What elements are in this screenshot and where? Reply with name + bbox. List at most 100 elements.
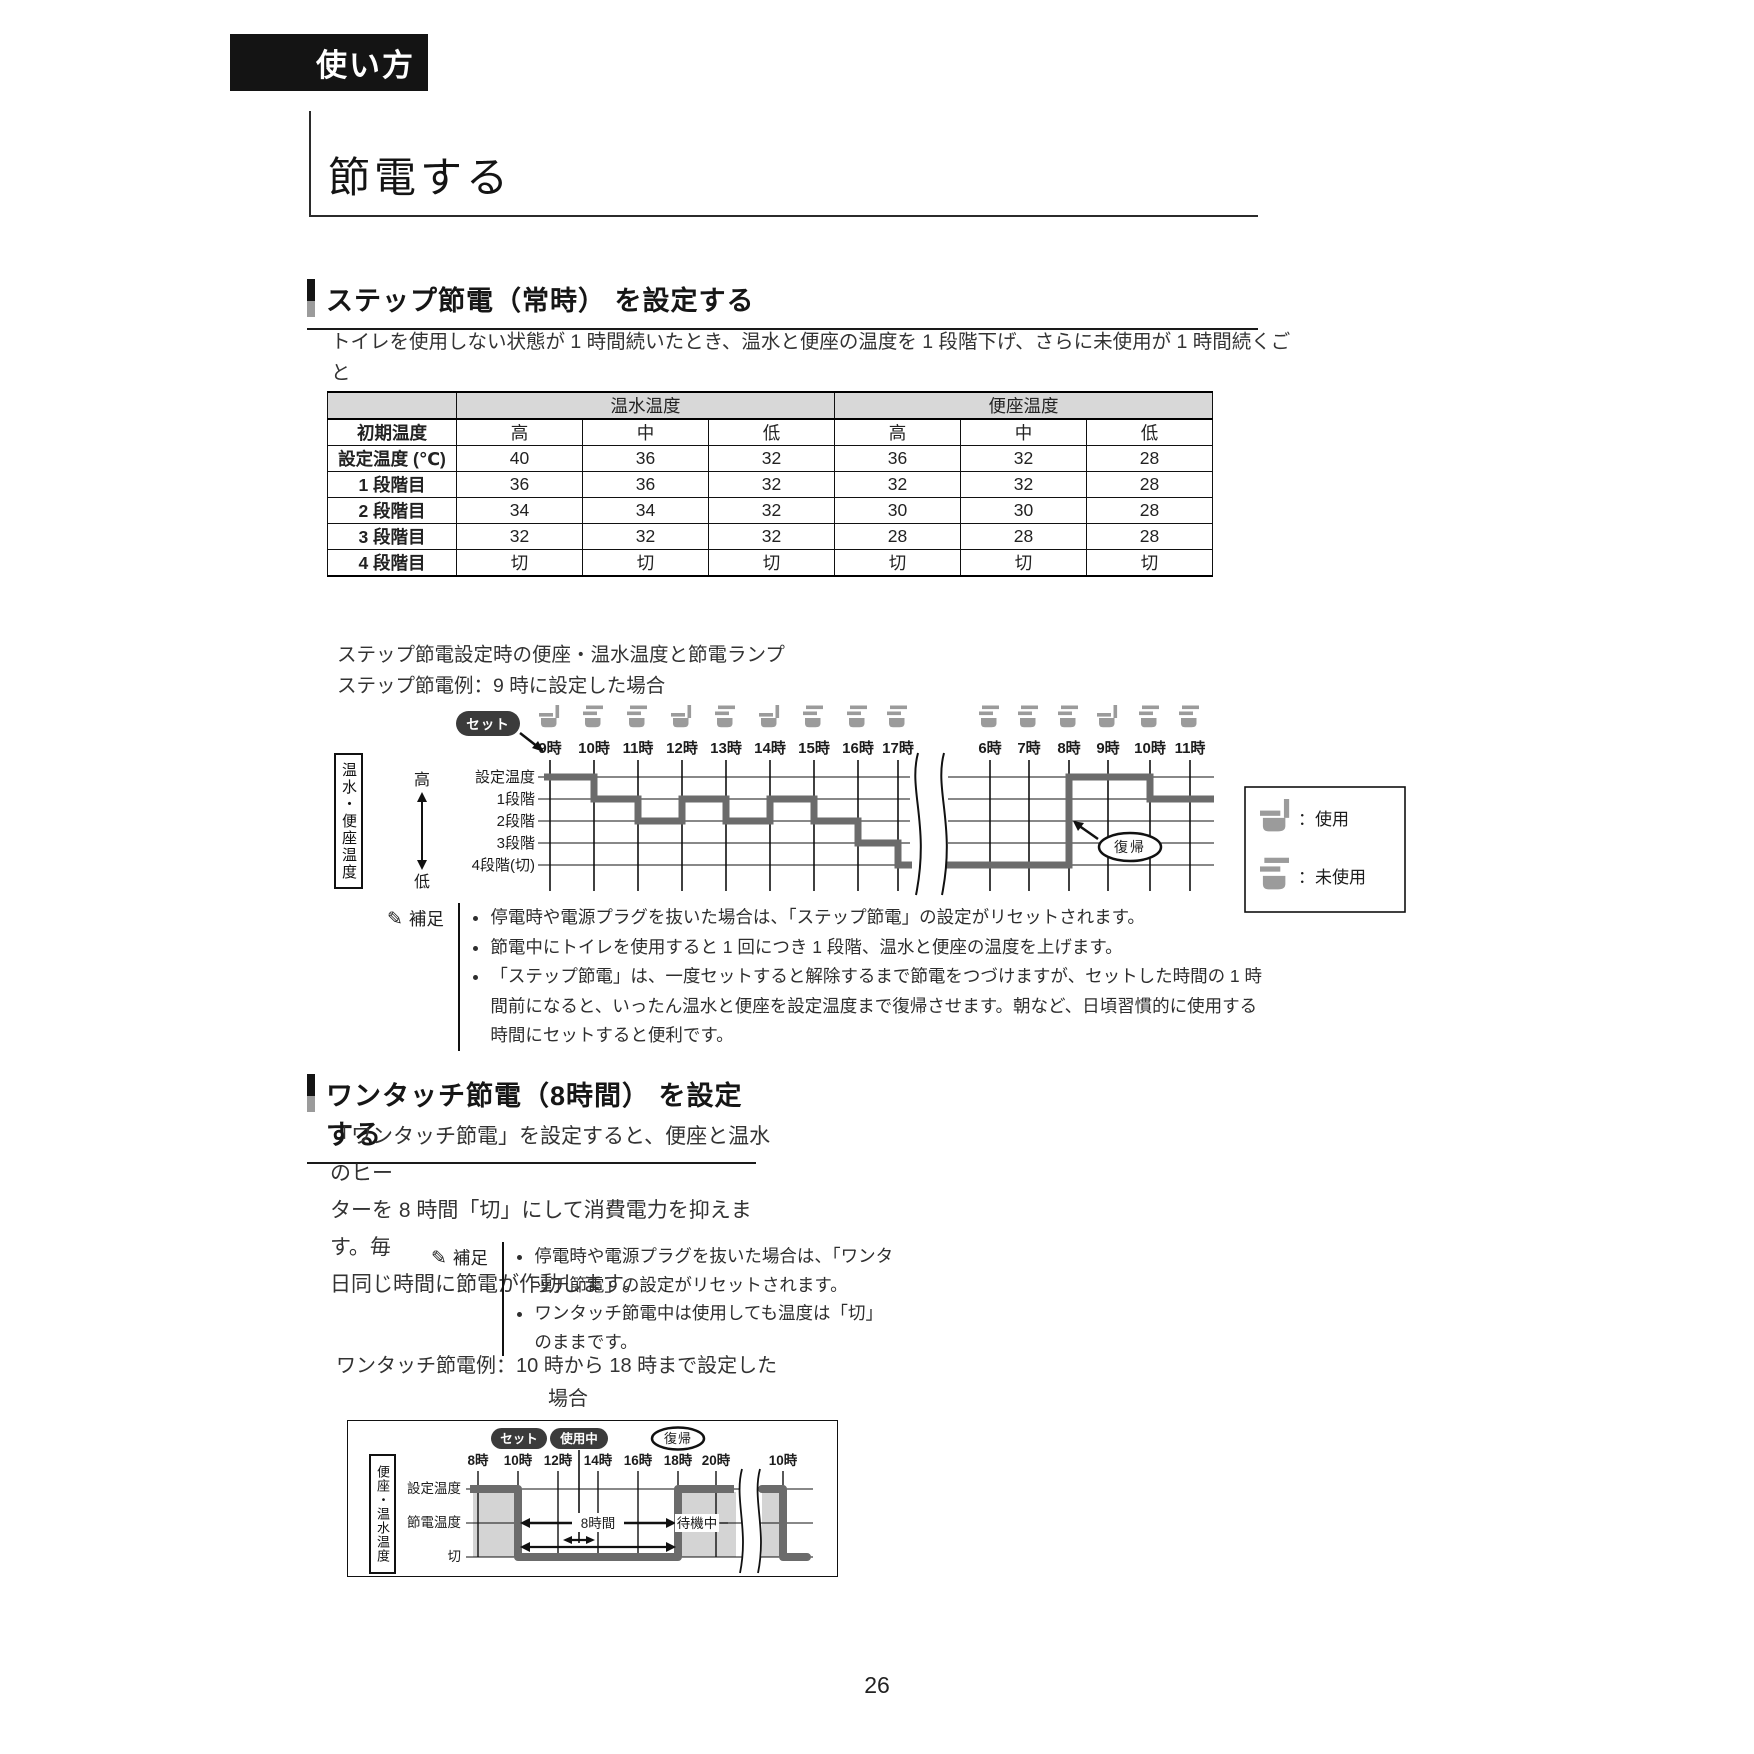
svg-text:12時: 12時 bbox=[666, 739, 698, 757]
svg-text:復帰: 復帰 bbox=[664, 1431, 692, 1446]
cell: 中 bbox=[960, 418, 1087, 446]
cell: 36 bbox=[582, 445, 709, 472]
svg-text:18時: 18時 bbox=[664, 1452, 693, 1468]
legend-unused-label: ：未使用 bbox=[1298, 867, 1366, 887]
section2-heading: ワンタッチ節電（8時間） を設定する bbox=[326, 1081, 743, 1150]
cell: 28 bbox=[1086, 445, 1213, 472]
set-pill: セット bbox=[491, 1428, 547, 1449]
table-row: 3 段階目 32 32 32 28 28 28 bbox=[327, 523, 1213, 550]
category-tab: 使い方 bbox=[230, 34, 428, 91]
cell: 32 bbox=[834, 471, 961, 498]
caption-line: ステップ節電例：9 時に設定した場合 bbox=[337, 675, 666, 697]
body-line: 日同じ時間に節電が作動します。 bbox=[330, 1273, 643, 1296]
duration-label: 8時間 bbox=[581, 1516, 616, 1531]
cell: 切 bbox=[834, 549, 961, 577]
cell: 切 bbox=[708, 549, 835, 577]
svg-text:セット: セット bbox=[466, 717, 510, 732]
svg-text:セット: セット bbox=[500, 1432, 538, 1446]
section2-body: 「ワンタッチ節電」を設定すると、便座と温水のヒー ターを 8 時間「切」にして消… bbox=[330, 1118, 775, 1303]
table-row: 4 段階目 切 切 切 切 切 切 bbox=[327, 549, 1213, 577]
row-label: 2 段階目 bbox=[327, 497, 457, 524]
toilet-icon bbox=[627, 705, 647, 728]
recover-arrowhead bbox=[1073, 821, 1084, 831]
cell: 切 bbox=[456, 549, 583, 577]
diagram2-caption: ワンタッチ節電例：10 時から 18 時まで設定した 場合 bbox=[336, 1350, 777, 1416]
cell: 高 bbox=[456, 418, 583, 446]
toilet-icon bbox=[1179, 705, 1199, 728]
time-break-wave bbox=[756, 1468, 762, 1574]
cell: 32 bbox=[708, 445, 835, 472]
svg-text:6時: 6時 bbox=[978, 739, 1001, 757]
svg-text:8時: 8時 bbox=[1057, 739, 1080, 757]
diagram2-axis-box: 便座・温水温度 bbox=[369, 1454, 396, 1574]
level-labels: 設定温度 1段階 2段階 3段階 4段階(切) bbox=[472, 769, 535, 874]
set-arrowhead bbox=[532, 741, 544, 752]
step-temperature-table: 温水温度 便座温度 初期温度 高 中 低 高 中 低 設定温度 (℃) 40 3… bbox=[327, 391, 1213, 577]
svg-text:16時: 16時 bbox=[842, 739, 874, 757]
caption-line: 場合 bbox=[548, 1388, 588, 1410]
toilet-icon bbox=[847, 705, 867, 728]
cell: 32 bbox=[582, 523, 709, 550]
row-label: 4 段階目 bbox=[327, 549, 457, 577]
page-title: 節電する bbox=[328, 154, 513, 201]
pencil-icon: ✎ bbox=[431, 1248, 447, 1269]
page-title-block: 節電する bbox=[309, 111, 1258, 217]
section2-heading-block: ワンタッチ節電（8時間） を設定する bbox=[307, 1071, 756, 1164]
caption-line: ワンタッチ節電例：10 時から 18 時まで設定した bbox=[336, 1355, 778, 1377]
svg-text:節電温度: 節電温度 bbox=[407, 1515, 461, 1530]
svg-text:切: 切 bbox=[448, 1549, 462, 1564]
category-tab-label: 使い方 bbox=[316, 48, 415, 83]
cell: 32 bbox=[960, 471, 1087, 498]
note-label: 補足 bbox=[408, 909, 444, 929]
page-number: 26 bbox=[864, 1672, 890, 1698]
step-line bbox=[470, 1485, 734, 1561]
note-divider bbox=[501, 1242, 505, 1356]
time-break-mask bbox=[915, 753, 947, 895]
step-saving-diagram: 9時 10時 11時 12時 13時 14時 15時 16時 17時 6時 7時… bbox=[330, 695, 1420, 940]
toilet-icon bbox=[1139, 705, 1159, 728]
standby-callout: 待機中 bbox=[666, 1514, 728, 1532]
toilet-icon bbox=[1058, 705, 1078, 728]
note-item: 停電時や電源プラグを抜いた場合は、「ステップ節電」の設定がリセットされます。 bbox=[490, 903, 1272, 933]
svg-text:20時: 20時 bbox=[702, 1452, 731, 1468]
time-break-mask bbox=[739, 1469, 761, 1573]
table-row: 初期温度 高 中 低 高 中 低 bbox=[327, 418, 1213, 446]
cell: 28 bbox=[1086, 497, 1213, 524]
svg-text:1段階: 1段階 bbox=[497, 791, 535, 808]
standby-label: 待機中 bbox=[677, 1516, 718, 1531]
step-line bbox=[544, 773, 912, 869]
low-label: 低 bbox=[414, 873, 430, 891]
cell: 32 bbox=[708, 471, 835, 498]
note-item: 「ステップ節電」は、一度セットすると解除するまで節電をつづけますが、セットした時… bbox=[490, 962, 1272, 1051]
diagram1-captions: ステップ節電設定時の便座・温水温度と節電ランプ ステップ節電例：9 時に設定した… bbox=[337, 640, 785, 702]
section1-note: ✎補足 停電時や電源プラグを抜いた場合は、「ステップ節電」の設定がリセットされま… bbox=[387, 903, 1272, 1051]
cell: 高 bbox=[834, 418, 961, 446]
row-label: 1 段階目 bbox=[327, 471, 457, 498]
svg-text:16時: 16時 bbox=[624, 1452, 653, 1468]
toilet-icon bbox=[759, 705, 780, 728]
table-corner-cell bbox=[327, 391, 457, 420]
note-item: ワンタッチ節電中は使用しても温度は「切」のままです。 bbox=[534, 1299, 894, 1356]
one-touch-saving-diagram: 8時間 待機中 セット 使用中 bbox=[347, 1420, 838, 1577]
column-group-seat: 便座温度 bbox=[834, 391, 1213, 420]
duration-arrows: 8時間 bbox=[520, 1513, 676, 1552]
row-label: 初期温度 bbox=[327, 418, 457, 446]
note-item: 停電時や電源プラグを抜いた場合は、「ワンタッチ節電」の設定がリセットされます。 bbox=[534, 1242, 894, 1299]
cell: 36 bbox=[456, 471, 583, 498]
diagram1-axis-box: 温水・便座温度 bbox=[334, 753, 363, 889]
high-label: 高 bbox=[414, 771, 430, 789]
level-labels: 設定温度 節電温度 切 bbox=[407, 1481, 461, 1564]
svg-text:11時: 11時 bbox=[623, 739, 654, 757]
note-divider bbox=[457, 903, 461, 1051]
in-use-pill: 使用中 bbox=[550, 1428, 608, 1449]
svg-text:復帰: 復帰 bbox=[1114, 839, 1146, 855]
section2-note: ✎補足 停電時や電源プラグを抜いた場合は、「ワンタッチ節電」の設定がリセットされ… bbox=[431, 1242, 894, 1356]
svg-text:13時: 13時 bbox=[710, 739, 742, 757]
time-break-wave bbox=[738, 1468, 744, 1574]
svg-text:14時: 14時 bbox=[754, 739, 786, 757]
svg-text:14時: 14時 bbox=[584, 1452, 613, 1468]
svg-text:10時: 10時 bbox=[578, 739, 610, 757]
note-label: 補足 bbox=[452, 1248, 488, 1268]
section1-heading-block: ステップ節電（常時） を設定する bbox=[307, 276, 1258, 330]
body-line: トイレを使用しない状態が 1 時間続いたとき、温水と便座の温度を 1 段階下げ、… bbox=[331, 331, 1291, 384]
